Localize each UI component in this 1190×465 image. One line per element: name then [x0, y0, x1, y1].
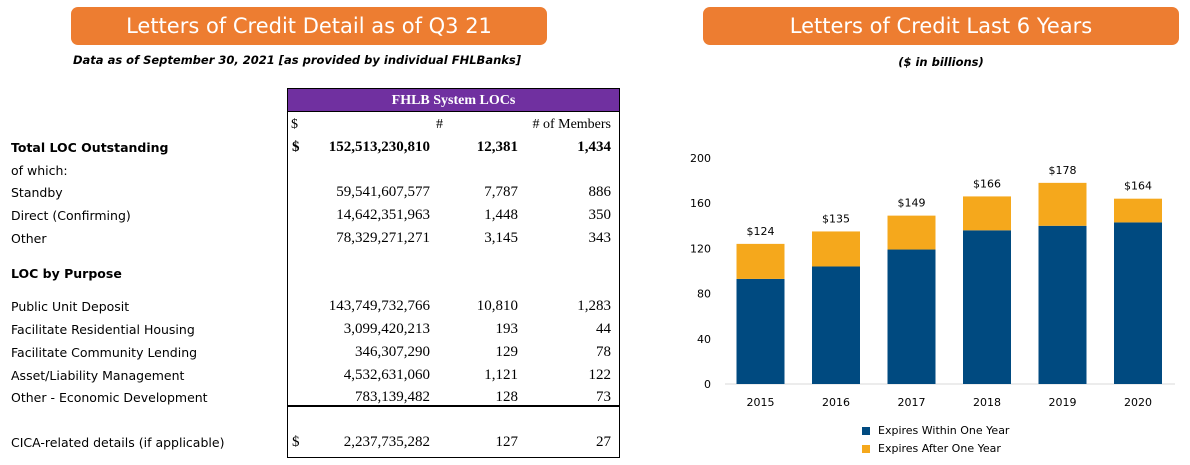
row-count: 3,145: [484, 230, 518, 246]
row-label: Asset/Liability Management: [11, 368, 185, 383]
col-header-members: # of Members: [532, 117, 611, 132]
row-amount: 783,139,482: [355, 389, 430, 405]
row-label: Total LOC Outstanding: [11, 140, 169, 155]
row-amount: 14,642,351,963: [336, 207, 430, 223]
row-amount: 152,513,230,810: [328, 139, 430, 155]
row-dollar-sign: $: [292, 434, 300, 450]
right-title-banner: Letters of Credit Last 6 Years: [703, 7, 1179, 45]
table-upper-box: [287, 111, 620, 406]
legend-label-within: Expires Within One Year: [878, 424, 1010, 437]
table-title: FHLB System LOCs: [287, 88, 620, 112]
row-label: Facilitate Residential Housing: [11, 322, 195, 337]
row-label: of which:: [11, 163, 68, 178]
row-amount: 59,541,607,577: [336, 184, 430, 200]
row-amount: 4,532,631,060: [343, 367, 430, 383]
y-tick-label: 120: [690, 242, 711, 255]
legend-label-after: Expires After One Year: [878, 442, 1001, 455]
row-members: 78: [596, 344, 611, 360]
bar-segment-within: [736, 278, 785, 384]
left-title-banner: Letters of Credit Detail as of Q3 21: [71, 7, 547, 45]
bar-segment-within: [887, 249, 936, 384]
row-label: Facilitate Community Lending: [11, 345, 198, 360]
row-count: 129: [495, 344, 519, 360]
row-amount: 2,237,735,282: [343, 434, 430, 450]
row-count: 7,787: [484, 184, 518, 200]
bar-total-label: $178: [1049, 164, 1077, 177]
row-members: 1,434: [577, 139, 611, 155]
col-header-dollar: $: [291, 117, 298, 132]
bar-total-label: $135: [822, 212, 850, 225]
row-members: 122: [588, 367, 612, 383]
legend-item-within: Expires Within One Year: [862, 424, 1009, 437]
row-amount: 78,329,271,271: [336, 230, 430, 246]
bar-segment-after: [887, 215, 936, 250]
bar-total-label: $149: [898, 197, 926, 210]
bar-total-label: $166: [973, 177, 1001, 190]
row-members: 1,283: [577, 298, 611, 314]
row-label: CICA-related details (if applicable): [11, 435, 225, 450]
row-count: 1,121: [484, 367, 518, 383]
row-count: 128: [495, 389, 519, 405]
row-amount: 143,749,732,766: [328, 298, 430, 314]
row-label: Direct (Confirming): [11, 208, 131, 223]
bar-segment-within: [1038, 225, 1087, 384]
legend-item-after: Expires After One Year: [862, 442, 1001, 455]
bar-total-label: $124: [747, 225, 775, 238]
table-lower-box: [287, 406, 620, 458]
row-count: 12,381: [476, 139, 518, 155]
row-label: Other - Economic Development: [11, 390, 208, 405]
x-tick-label: 2017: [898, 396, 926, 409]
row-label: Standby: [11, 185, 63, 200]
bar-segment-after: [1038, 182, 1087, 226]
left-subtitle: Data as of September 30, 2021 [as provid…: [73, 53, 522, 67]
x-tick-label: 2020: [1124, 396, 1152, 409]
bar-segment-after: [963, 196, 1011, 231]
row-members: 44: [596, 321, 611, 337]
x-tick-label: 2016: [822, 396, 850, 409]
bar-segment-after: [1114, 198, 1162, 223]
row-members: 350: [588, 207, 612, 223]
row-label: Other: [11, 231, 47, 246]
bar-segment-within: [963, 230, 1011, 384]
bar-segment-after: [736, 243, 785, 279]
y-tick-label: 80: [697, 288, 711, 301]
legend-swatch-within: [862, 427, 870, 435]
row-count: 127: [495, 434, 519, 450]
x-tick-label: 2018: [973, 396, 1001, 409]
row-members: 73: [596, 389, 611, 405]
row-count: 1,448: [484, 207, 518, 223]
row-label: LOC by Purpose: [11, 266, 122, 281]
y-tick-label: 160: [690, 197, 711, 210]
x-tick-label: 2019: [1049, 396, 1077, 409]
right-subtitle: ($ in billions): [898, 55, 984, 69]
row-members: 27: [596, 434, 611, 450]
col-header-count: #: [436, 117, 443, 132]
row-label: Public Unit Deposit: [11, 299, 130, 314]
stacked-bar-chart: 0 40 80 120 160 200 $124 2015 $135 2016 $149 2017 $1…: [690, 152, 1175, 409]
row-dollar-sign: $: [292, 139, 300, 155]
row-count: 10,810: [476, 298, 518, 314]
bar-segment-within: [1114, 222, 1162, 384]
row-members: 886: [588, 184, 612, 200]
y-tick-label: 40: [697, 333, 711, 346]
legend-swatch-after: [862, 445, 870, 453]
row-amount: 3,099,420,213: [343, 321, 430, 337]
y-tick-label: 0: [704, 378, 711, 391]
row-members: 343: [588, 230, 612, 246]
bar-segment-within: [812, 266, 860, 384]
bar-total-label: $164: [1124, 180, 1152, 193]
y-tick-label: 200: [690, 152, 711, 165]
row-amount: 346,307,290: [355, 344, 430, 360]
x-tick-label: 2015: [747, 396, 775, 409]
bar-segment-after: [812, 231, 860, 267]
row-count: 193: [495, 321, 519, 337]
